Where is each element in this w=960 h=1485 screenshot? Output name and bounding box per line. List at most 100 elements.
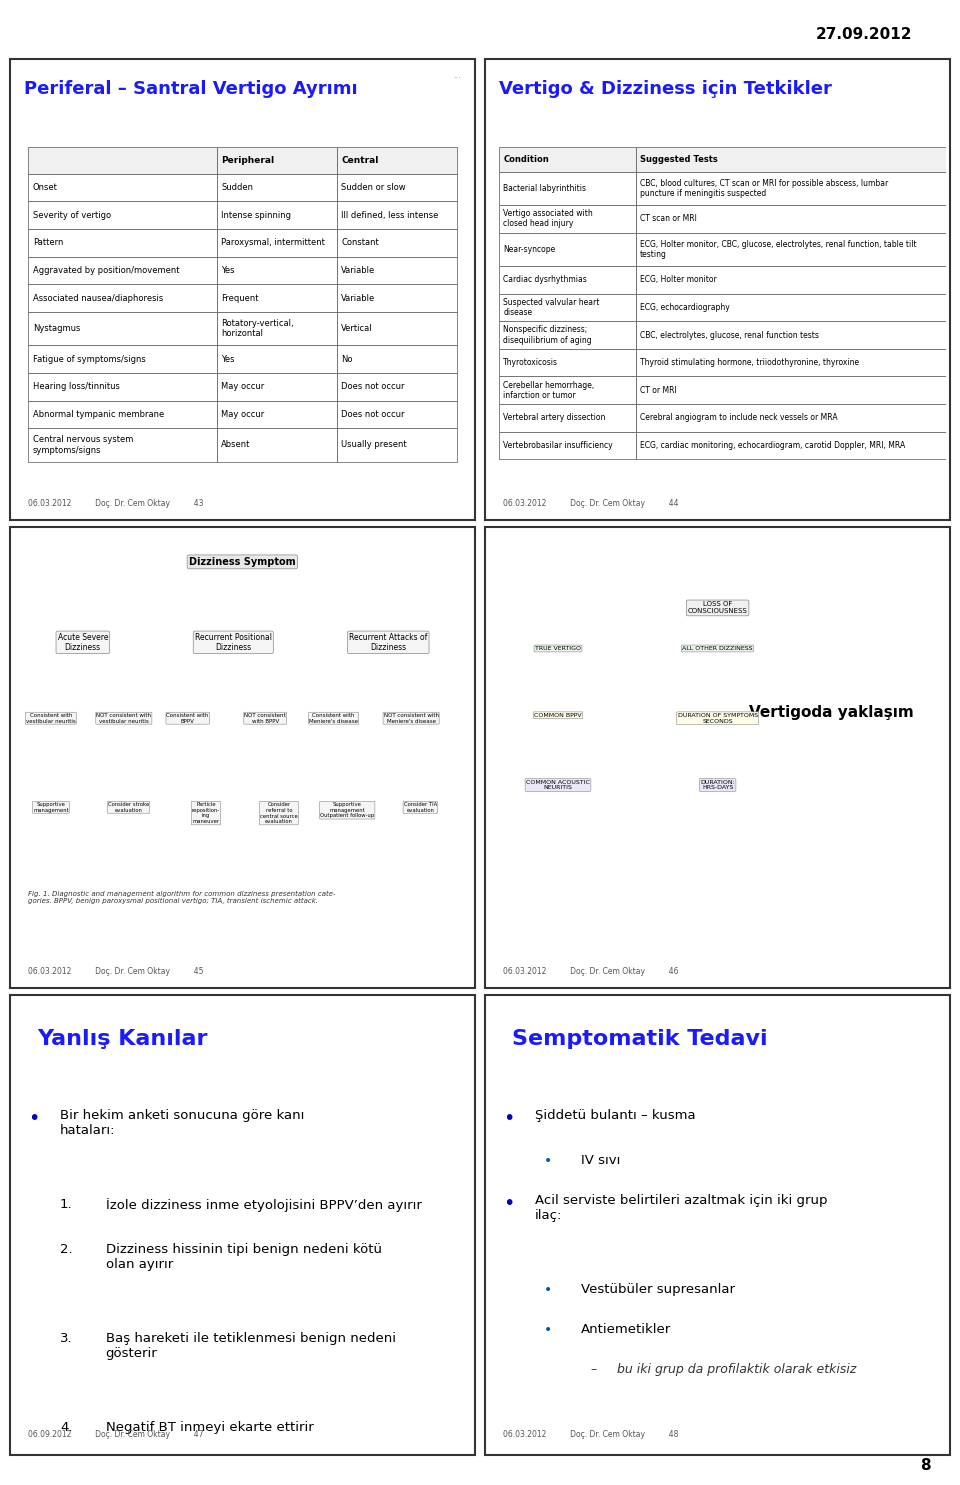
Text: bu iki grup da profilaktik olarak etkisiz: bu iki grup da profilaktik olarak etkisi… <box>617 1363 856 1377</box>
Text: Consider TIA
evaluation: Consider TIA evaluation <box>403 802 437 812</box>
Text: Thyrotoxicosis: Thyrotoxicosis <box>503 358 559 367</box>
Text: Consistent with
vestibular neuritis: Consistent with vestibular neuritis <box>26 713 76 723</box>
Bar <box>217 202 337 229</box>
Text: Pattern: Pattern <box>33 238 63 248</box>
Bar <box>636 205 946 233</box>
Text: İzole dizziness inme etyolojisini BPPV’den ayırır: İzole dizziness inme etyolojisini BPPV’d… <box>106 1198 421 1212</box>
Bar <box>636 147 946 171</box>
Text: Condition: Condition <box>503 154 549 163</box>
Bar <box>499 376 636 404</box>
Bar <box>28 284 217 312</box>
Text: No: No <box>341 355 352 364</box>
Text: 06.03.2012          Doç. Dr. Cem Oktay          43: 06.03.2012 Doç. Dr. Cem Oktay 43 <box>28 499 204 508</box>
Text: LOSS OF
CONSCIOUSNESS: LOSS OF CONSCIOUSNESS <box>687 601 748 615</box>
Text: ECG, cardiac monitoring, echocardiogram, carotid Doppler, MRI, MRA: ECG, cardiac monitoring, echocardiogram,… <box>640 441 905 450</box>
Text: DURATION:
HRS-DAYS: DURATION: HRS-DAYS <box>700 780 735 790</box>
Text: Antiemetikler: Antiemetikler <box>581 1323 671 1336</box>
Text: Nonspecific dizziness;
disequilibrium of aging: Nonspecific dizziness; disequilibrium of… <box>503 325 592 345</box>
Text: Bacterial labyrinthitis: Bacterial labyrinthitis <box>503 184 587 193</box>
Bar <box>28 312 217 346</box>
Text: Central nervous system
symptoms/signs: Central nervous system symptoms/signs <box>33 435 133 454</box>
Text: 06.03.2012          Doç. Dr. Cem Oktay          45: 06.03.2012 Doç. Dr. Cem Oktay 45 <box>28 967 204 976</box>
Text: Onset: Onset <box>33 183 58 192</box>
Text: Cerebellar hemorrhage,
infarction or tumor: Cerebellar hemorrhage, infarction or tum… <box>503 380 594 399</box>
Text: Consistent with
Meniere's disease: Consistent with Meniere's disease <box>309 713 358 723</box>
Text: 1.: 1. <box>60 1198 73 1212</box>
Bar <box>217 312 337 346</box>
Text: Periferal – Santral Vertigo Ayrımı: Periferal – Santral Vertigo Ayrımı <box>23 80 357 98</box>
Text: Sudden: Sudden <box>221 183 253 192</box>
Text: ALL OTHER DIZZINESS: ALL OTHER DIZZINESS <box>683 646 753 650</box>
Bar <box>28 147 217 174</box>
Bar <box>28 428 217 462</box>
Text: Intense spinning: Intense spinning <box>221 211 291 220</box>
Bar <box>337 147 457 174</box>
Text: 06.03.2012          Doç. Dr. Cem Oktay          44: 06.03.2012 Doç. Dr. Cem Oktay 44 <box>503 499 679 508</box>
Text: Supportive
management
Outpatient follow-up: Supportive management Outpatient follow-… <box>321 802 374 818</box>
Text: •: • <box>503 1194 515 1213</box>
Bar <box>337 428 457 462</box>
Bar <box>337 202 457 229</box>
Text: Dizziness Symptom: Dizziness Symptom <box>189 557 296 567</box>
Bar <box>28 174 217 202</box>
Bar <box>217 284 337 312</box>
Text: ...: ... <box>453 71 461 80</box>
Text: Usually present: Usually present <box>341 441 407 450</box>
Bar <box>28 202 217 229</box>
Text: Vertigo associated with
closed head injury: Vertigo associated with closed head inju… <box>503 209 593 229</box>
Bar <box>337 257 457 284</box>
Bar <box>28 229 217 257</box>
Bar <box>337 346 457 373</box>
Text: Fig. 1. Diagnostic and management algorithm for common dizziness presentation ca: Fig. 1. Diagnostic and management algori… <box>28 891 336 904</box>
Text: 8: 8 <box>921 1458 931 1473</box>
Text: Yanlış Kanılar: Yanlış Kanılar <box>37 1029 207 1048</box>
Text: NOT consistent
with BPPV: NOT consistent with BPPV <box>245 713 286 723</box>
Text: Peripheral: Peripheral <box>221 156 275 165</box>
Text: Rotatory-vertical,
horizontal: Rotatory-vertical, horizontal <box>221 319 294 339</box>
Bar <box>636 266 946 294</box>
Bar <box>217 229 337 257</box>
Text: Baş hareketi ile tetiklenmesi benign nedeni
gösterir: Baş hareketi ile tetiklenmesi benign ned… <box>106 1332 396 1360</box>
Bar <box>499 205 636 233</box>
Text: Constant: Constant <box>341 238 379 248</box>
Bar <box>337 373 457 401</box>
Bar <box>636 172 946 205</box>
Text: Associated nausea/diaphoresis: Associated nausea/diaphoresis <box>33 294 163 303</box>
Bar <box>499 321 636 349</box>
Text: Negatif BT inmeyi ekarte ettirir: Negatif BT inmeyi ekarte ettirir <box>106 1421 313 1435</box>
Bar <box>499 147 636 171</box>
Text: Recurrent Attacks of
Dizziness: Recurrent Attacks of Dizziness <box>349 633 427 652</box>
Bar <box>636 432 946 459</box>
Bar <box>636 404 946 432</box>
Text: TRUE VERTIGO: TRUE VERTIGO <box>535 646 581 650</box>
Bar <box>28 373 217 401</box>
Text: •: • <box>544 1323 553 1336</box>
Text: Central: Central <box>341 156 378 165</box>
Bar <box>499 266 636 294</box>
Text: Nystagmus: Nystagmus <box>33 324 80 333</box>
Text: •: • <box>544 1154 553 1167</box>
Bar <box>636 349 946 376</box>
Text: Şiddetü bulantı – kusma: Şiddetü bulantı – kusma <box>536 1109 696 1123</box>
Text: 2.: 2. <box>60 1243 73 1256</box>
Text: Particle
reposition-
ing
maneuver: Particle reposition- ing maneuver <box>192 802 220 824</box>
Text: 4.: 4. <box>60 1421 73 1435</box>
Bar <box>499 349 636 376</box>
Text: May occur: May occur <box>221 382 265 391</box>
Bar <box>217 174 337 202</box>
Text: Does not occur: Does not occur <box>341 410 405 419</box>
Text: 3.: 3. <box>60 1332 73 1345</box>
Bar <box>217 428 337 462</box>
Text: Acute Severe
Dizziness: Acute Severe Dizziness <box>58 633 108 652</box>
Bar <box>636 294 946 321</box>
Text: 06.09.2012          Doç. Dr. Cem Oktay          47: 06.09.2012 Doç. Dr. Cem Oktay 47 <box>28 1430 204 1439</box>
Bar <box>337 229 457 257</box>
Text: May occur: May occur <box>221 410 265 419</box>
Text: Severity of vertigo: Severity of vertigo <box>33 211 110 220</box>
Text: •: • <box>544 1283 553 1296</box>
Bar <box>28 257 217 284</box>
Text: Cerebral angiogram to include neck vessels or MRA: Cerebral angiogram to include neck vesse… <box>640 413 838 422</box>
Text: •: • <box>28 1109 39 1129</box>
Text: NOT consistent with
Meniere's disease: NOT consistent with Meniere's disease <box>384 713 439 723</box>
Bar <box>636 376 946 404</box>
